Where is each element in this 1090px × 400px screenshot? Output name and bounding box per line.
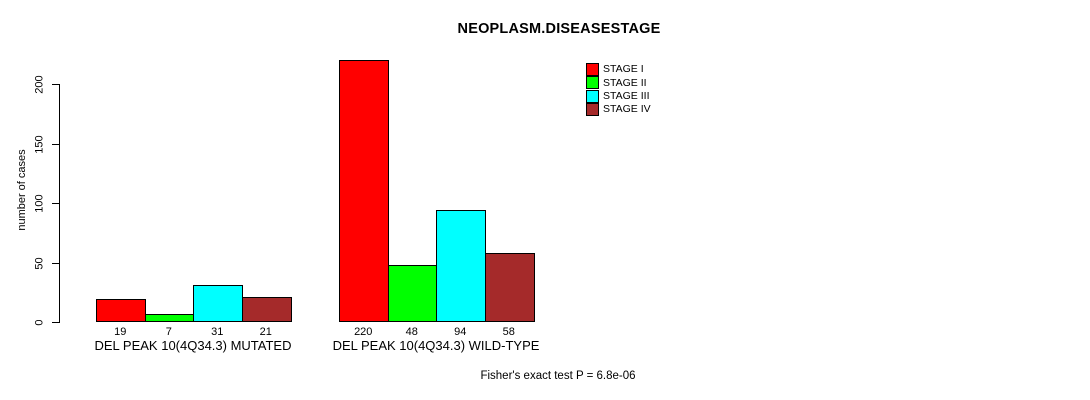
legend-swatch-stage-iii [586, 89, 599, 103]
bar-stage-i-cat2 [339, 60, 389, 322]
x-category-label: DEL PEAK 10(4Q34.3) WILD-TYPE [332, 338, 540, 353]
y-tick-label: 100 [33, 194, 46, 213]
legend-label: STAGE IV [603, 103, 651, 116]
bar-stage-i-cat1 [96, 299, 146, 322]
y-axis-tick [52, 203, 59, 204]
chart-title: NEOPLASM.DISEASESTAGE [457, 21, 661, 37]
y-tick-label: 150 [33, 135, 46, 154]
legend-item-stage-ii: STAGE II [586, 76, 651, 90]
bar-stage-iv-cat1 [242, 297, 292, 322]
bar-stage-iii-cat1 [193, 285, 243, 322]
bar-value-label: 58 [502, 326, 515, 338]
bar-value-label: 19 [114, 326, 127, 338]
legend-label: STAGE II [603, 76, 647, 89]
bar-stage-ii-cat2 [388, 265, 438, 322]
legend-item-stage-iv: STAGE IV [586, 103, 651, 117]
bar-stage-ii-cat1 [145, 314, 195, 322]
legend-swatch-stage-i [586, 63, 599, 77]
bar-value-label: 7 [165, 326, 172, 338]
legend-swatch-stage-ii [586, 76, 599, 90]
footnote-annotation: Fisher's exact test P = 6.8e-06 [480, 370, 636, 382]
legend-item-stage-i: STAGE I [586, 63, 651, 77]
bar-stage-iv-cat2 [485, 253, 535, 322]
y-axis-tick [52, 84, 59, 85]
legend-swatch-stage-iv [586, 103, 599, 117]
legend-label: STAGE I [603, 63, 644, 76]
y-axis-tick [52, 144, 59, 145]
legend-item-stage-iii: STAGE III [586, 89, 651, 103]
y-axis-tick [52, 263, 59, 264]
y-tick-label: 200 [33, 75, 46, 94]
bar-stage-iii-cat2 [436, 210, 486, 322]
y-tick-label: 50 [33, 257, 46, 270]
bar-value-label: 48 [405, 326, 418, 338]
bar-value-label: 94 [454, 326, 467, 338]
y-axis-line [59, 84, 60, 323]
bar-value-label: 21 [259, 326, 272, 338]
y-tick-label: 0 [33, 319, 46, 326]
bar-value-label: 220 [354, 326, 373, 338]
bar-value-label: 31 [211, 326, 224, 338]
x-category-label: DEL PEAK 10(4Q34.3) MUTATED [94, 338, 292, 353]
legend-label: STAGE III [603, 89, 650, 102]
y-axis-tick [52, 322, 59, 323]
legend: STAGE I STAGE II STAGE III STAGE IV [586, 63, 651, 117]
